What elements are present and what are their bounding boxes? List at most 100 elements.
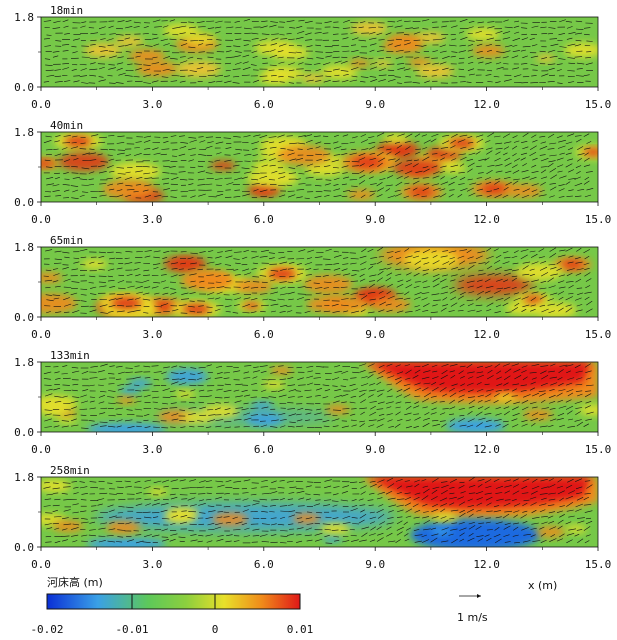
velocity-arrow [442, 274, 448, 277]
velocity-arrow [575, 486, 583, 490]
velocity-arrow [352, 523, 360, 525]
velocity-arrow [54, 401, 62, 403]
velocity-arrow [476, 43, 483, 46]
velocity-arrow [521, 194, 530, 199]
velocity-arrow [556, 538, 564, 542]
velocity-arrow [565, 364, 574, 367]
velocity-arrow [81, 427, 89, 429]
velocity-arrow [189, 32, 196, 35]
velocity-arrow [352, 165, 359, 167]
velocity-arrow [469, 262, 477, 264]
velocity-arrow [575, 390, 583, 392]
bed-blob [41, 272, 63, 284]
velocity-arrow [350, 413, 356, 416]
velocity-arrow [188, 413, 196, 416]
velocity-arrow [377, 187, 385, 192]
velocity-arrow [315, 292, 322, 294]
velocity-arrow [297, 377, 304, 381]
velocity-arrow [190, 262, 197, 265]
velocity-arrow [179, 390, 186, 392]
velocity-arrow [89, 159, 97, 161]
velocity-arrow [576, 497, 584, 501]
velocity-arrow [280, 148, 286, 150]
velocity-arrow [61, 44, 70, 46]
velocity-arrow [442, 297, 448, 301]
velocity-arrow [583, 74, 590, 77]
velocity-arrow [468, 533, 474, 537]
velocity-arrow [350, 395, 357, 398]
velocity-arrow [351, 62, 359, 65]
velocity-arrow [340, 70, 349, 72]
velocity-arrow [322, 420, 330, 423]
velocity-arrow [540, 158, 549, 162]
velocity-arrow [451, 38, 457, 41]
velocity-arrow [316, 159, 322, 161]
velocity-arrow [215, 496, 223, 500]
velocity-arrow [477, 394, 484, 397]
velocity-arrow [207, 419, 215, 423]
velocity-arrow [565, 307, 573, 313]
velocity-arrow [351, 305, 359, 308]
velocity-arrow [253, 189, 259, 192]
velocity-arrow [412, 503, 419, 508]
velocity-arrow [153, 408, 162, 410]
velocity-arrow [459, 376, 465, 379]
velocity-arrow [468, 192, 476, 197]
velocity-arrow [467, 537, 475, 542]
velocity-arrow [54, 153, 62, 157]
velocity-arrow [280, 419, 287, 421]
velocity-arrow [422, 485, 429, 488]
velocity-arrow [134, 153, 142, 156]
velocity-arrow [369, 483, 377, 488]
velocity-arrow [199, 414, 207, 416]
velocity-arrow [207, 390, 213, 392]
velocity-arrow [511, 307, 519, 312]
velocity-arrow [478, 158, 487, 161]
velocity-arrow [170, 522, 176, 525]
x-tick-label: 12.0 [473, 443, 500, 456]
velocity-arrow [431, 533, 439, 536]
velocity-arrow [62, 528, 68, 531]
velocity-arrow [295, 51, 302, 54]
velocity-arrow [548, 310, 556, 314]
velocity-arrow [430, 527, 437, 530]
velocity-arrow [558, 58, 566, 60]
velocity-arrow [107, 373, 115, 375]
velocity-arrow [135, 540, 144, 544]
velocity-arrow [115, 34, 124, 36]
velocity-arrow [424, 56, 430, 59]
velocity-arrow [197, 420, 204, 422]
velocity-arrow [288, 172, 297, 174]
velocity-arrow [403, 383, 411, 387]
velocity-arrow [43, 140, 52, 144]
velocity-arrow [277, 50, 284, 53]
velocity-arrow [359, 255, 367, 259]
velocity-arrow [369, 303, 376, 306]
bed-blob [471, 44, 505, 57]
velocity-arrow [421, 495, 429, 501]
velocity-arrow [269, 491, 278, 494]
velocity-arrow [279, 378, 287, 380]
velocity-arrow [81, 82, 89, 84]
velocity-arrow [396, 520, 403, 525]
velocity-arrow [379, 268, 387, 271]
velocity-arrow [404, 401, 411, 404]
velocity-arrow [539, 146, 548, 150]
velocity-arrow [503, 406, 510, 409]
velocity-arrow [387, 195, 396, 199]
velocity-arrow [521, 400, 529, 404]
velocity-arrow [466, 508, 474, 513]
velocity-arrow [61, 535, 70, 537]
velocity-arrow [583, 526, 591, 531]
velocity-arrow [459, 177, 466, 181]
velocity-arrow [467, 303, 474, 307]
velocity-arrow [170, 196, 177, 198]
velocity-arrow [495, 413, 502, 416]
velocity-arrow [360, 21, 366, 24]
velocity-arrow [342, 172, 348, 174]
velocity-arrow [530, 304, 536, 307]
velocity-arrow [198, 51, 205, 53]
bed-blob [81, 259, 108, 270]
velocity-arrow [493, 76, 500, 78]
